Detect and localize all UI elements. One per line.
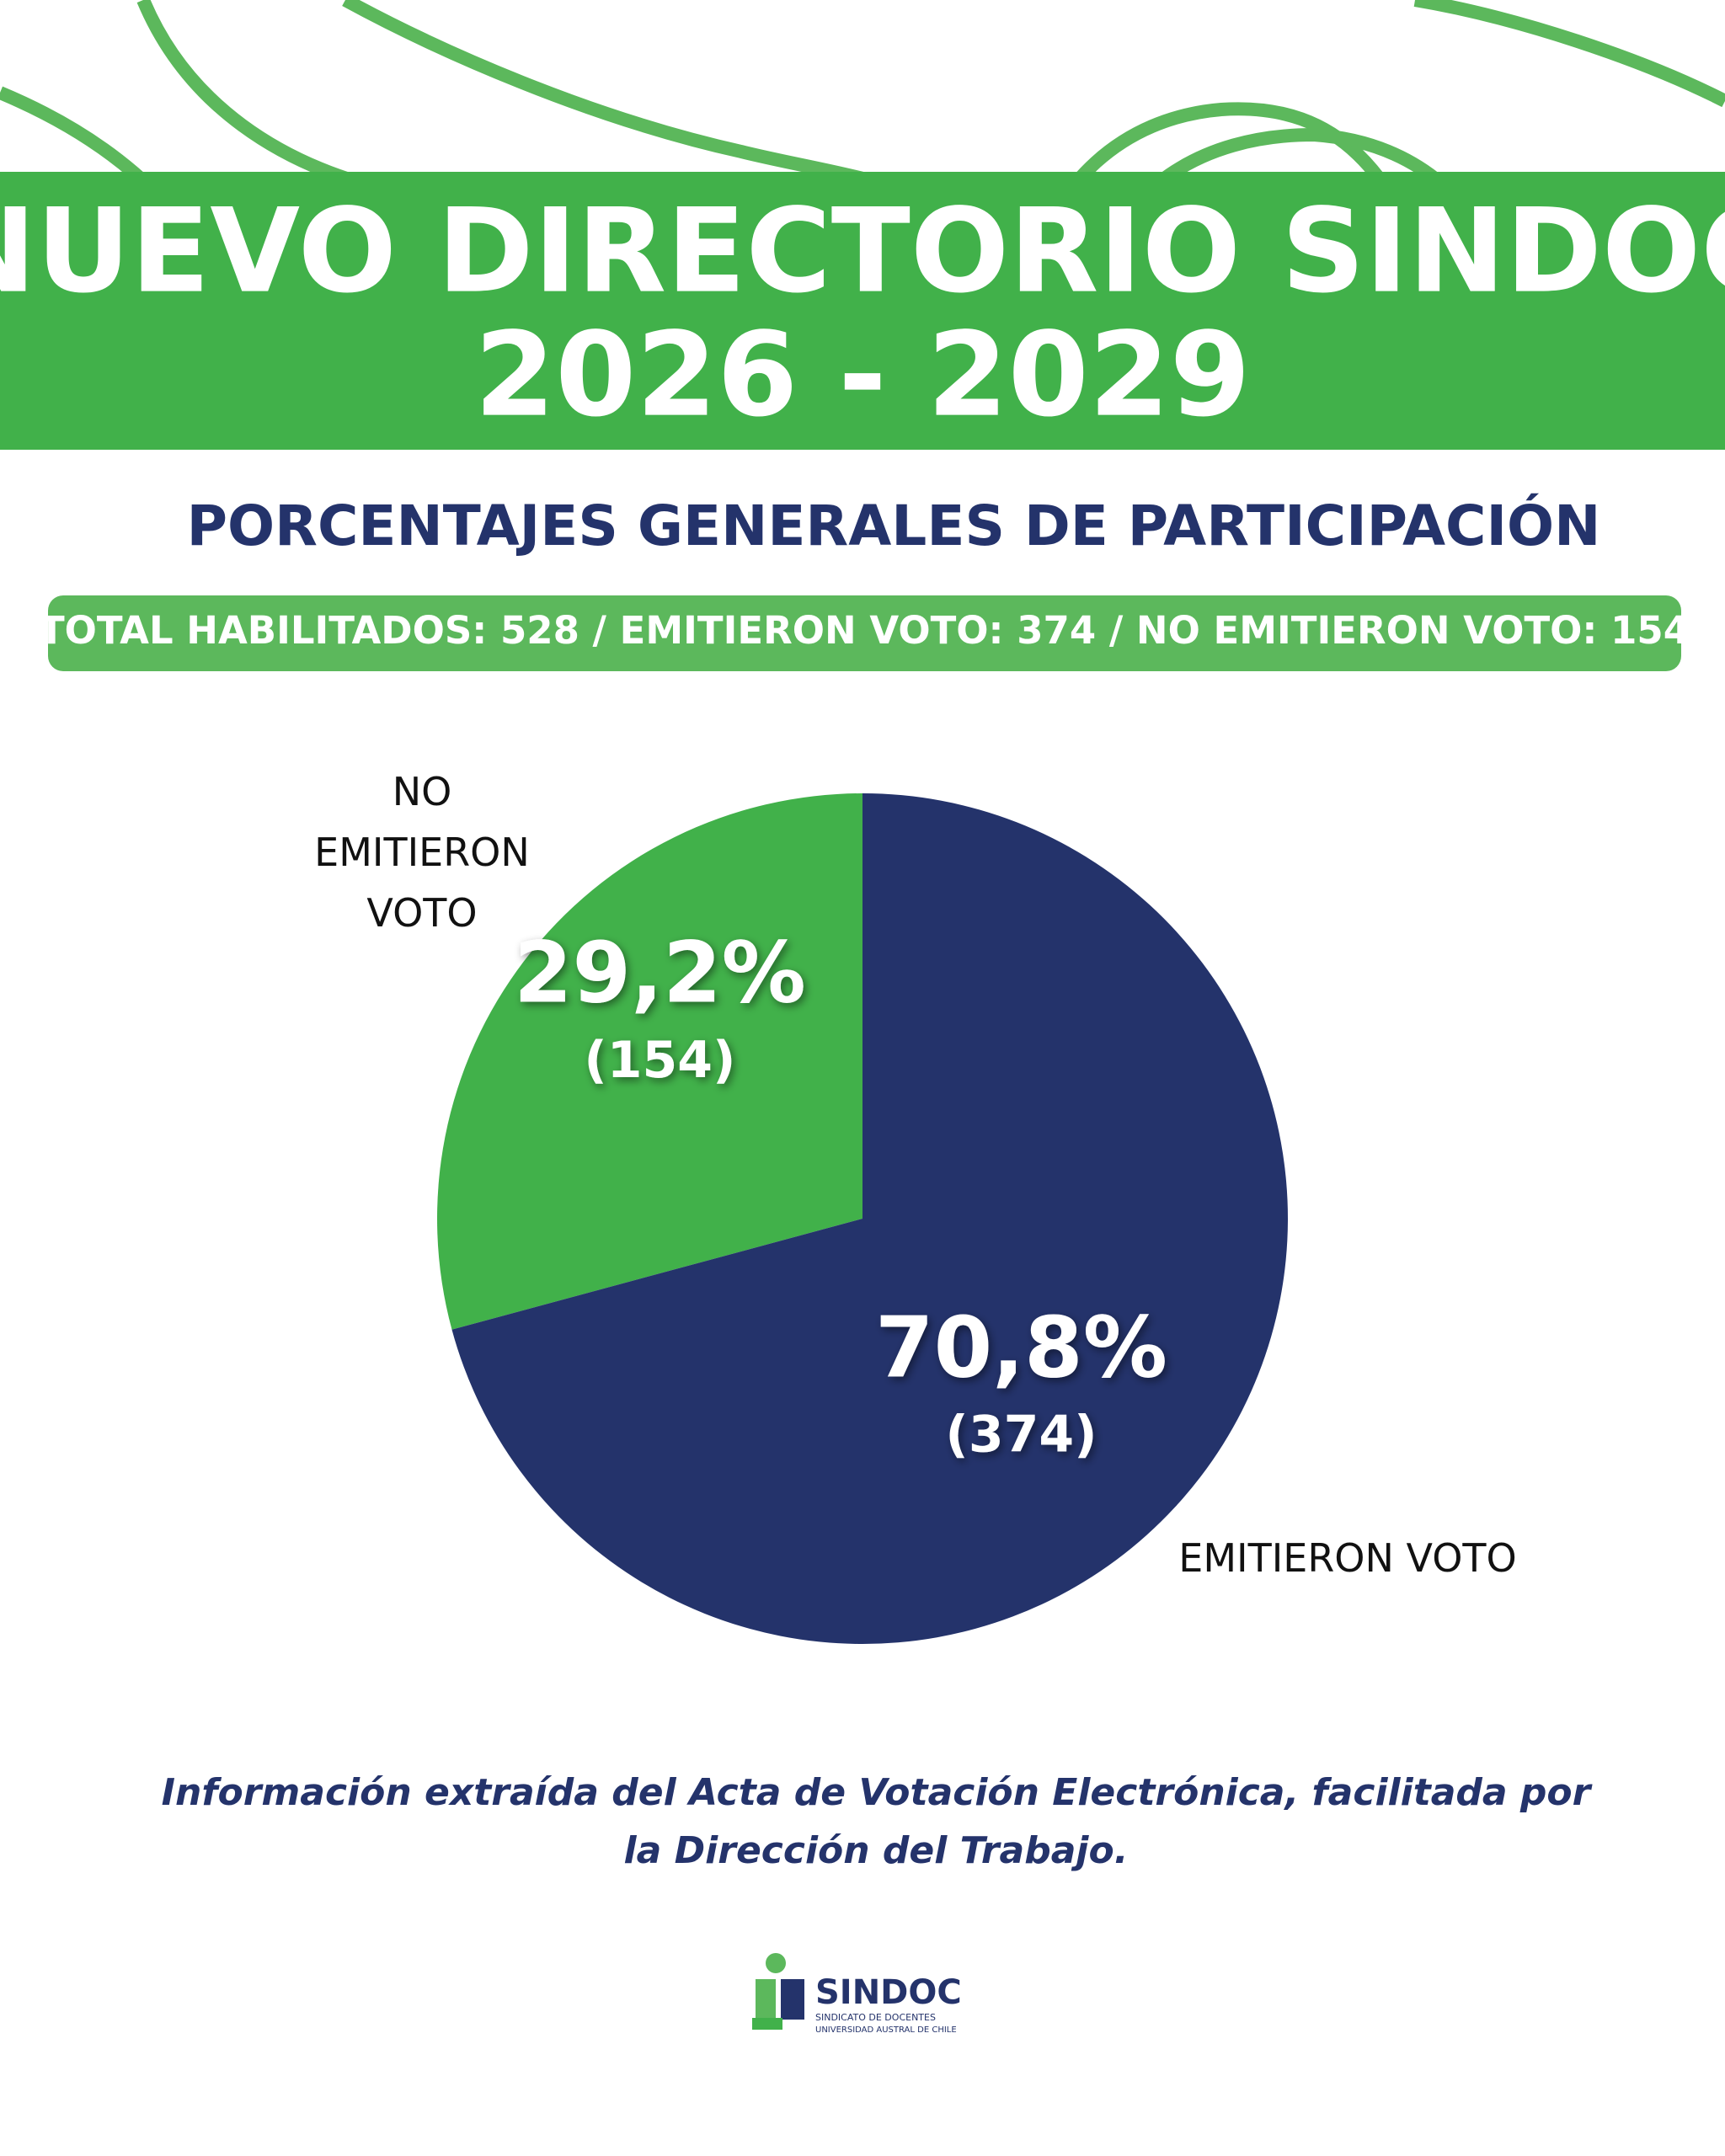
chart-subtitle: TOTAL HABILITADOS: 528 / EMITIERON VOTO:… [39, 608, 1690, 653]
pie-slice [437, 793, 862, 1330]
logo-line: UNIVERSIDAD AUSTRAL DE CHILE [815, 2025, 957, 2035]
pie-slice [451, 793, 1288, 1644]
logo-icon [752, 1953, 804, 2030]
chart-title: PORCENTAJES GENERALES DE PARTICIPACIÓN [187, 494, 1601, 558]
category-label: EMITIERON VOTO [1178, 1535, 1517, 1581]
title: NUEVO DIRECTORIO SINDOC [0, 184, 1725, 319]
header-band [0, 172, 1725, 450]
value-label: 29,2% [514, 924, 806, 1022]
pie: 29,2% (154) 70,8% (374) [437, 793, 1288, 1644]
category-label: NO EMITIERON VOTO [314, 769, 530, 936]
count-label: (154) [584, 1031, 735, 1090]
value-label: 70,8% [875, 1298, 1167, 1396]
summary-banner [48, 595, 1681, 671]
footnote: la Dirección del Trabajo. [624, 1829, 1129, 1872]
logo-line: SINDICATO DE DOCENTES [815, 2012, 936, 2023]
footnote: Información extraída del Acta de Votació… [162, 1771, 1593, 1814]
title: 2026 - 2029 [474, 307, 1251, 443]
logo-name: SINDOC [815, 1973, 962, 2012]
count-label: (374) [945, 1406, 1097, 1465]
